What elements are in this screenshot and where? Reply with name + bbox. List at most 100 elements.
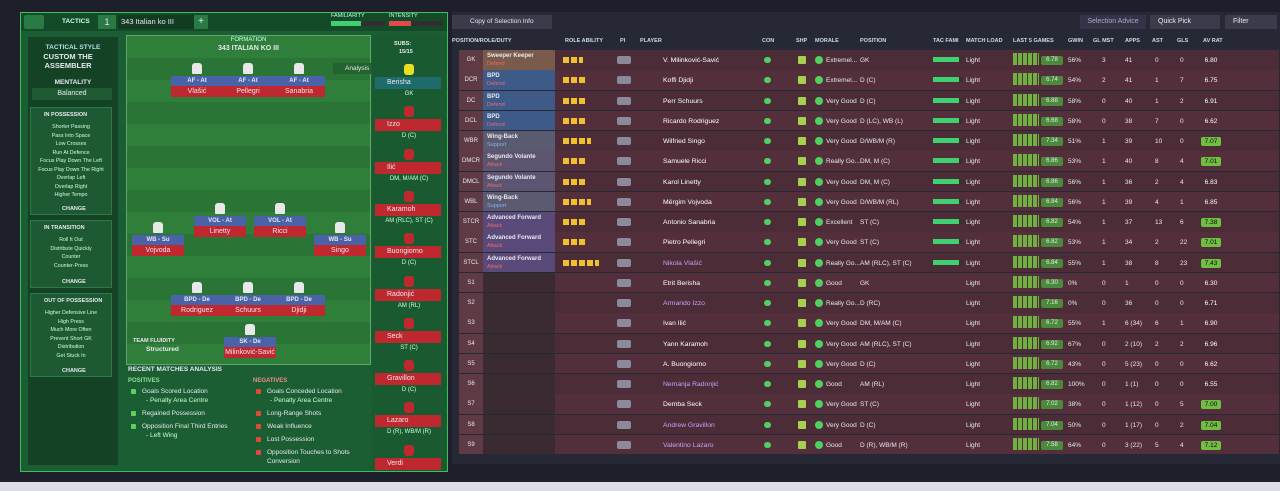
pi-icon [617,258,631,267]
section-item: Much More Often [50,327,92,333]
apps: 39 [1125,138,1133,145]
subs-count: 15/15 [399,49,413,55]
positive-text: Opposition Final Third Entries [142,423,228,430]
player-name: Djidji [273,305,325,316]
section-item: Run At Defence [52,149,90,156]
match-load: Light [966,117,981,125]
condition-icon [764,198,771,205]
section-item: Prevent Short GK [50,335,92,342]
match-load: Light [966,138,981,145]
pi-icon [617,96,631,105]
clean-sheets: 1 [1102,158,1106,166]
positive-text: Regained Possession [142,410,205,417]
position-cell [459,90,483,110]
negative-icon [256,437,261,442]
form-badge: 6.82 [1041,380,1063,389]
player-role: VOL - At [194,216,246,226]
position-code: S1 [467,279,475,286]
player-name: Wilfried Singo [663,138,705,145]
role-duty: Defend [487,121,505,128]
negative-icon [256,411,261,416]
rating-badge: 7.07 [1201,137,1221,146]
tac-fami-bar [933,77,963,83]
player-name: Vojvoda [132,245,184,256]
tac-fami-bar [933,57,963,62]
section-box [30,293,112,377]
morale-icon [815,137,823,145]
role-name: Segundo Volante [487,154,536,161]
rating-badge: 6.90 [1204,320,1218,328]
column-header: MATCH LOAD [966,38,1003,44]
sharpness-icon [798,440,806,449]
apps: 40 [1125,97,1133,105]
apps: 36 [1125,178,1133,186]
section-item: Get Stuck In [56,352,86,359]
position-cell [459,191,483,212]
tac-fami-bar [933,97,963,103]
role-duty: Attack [487,243,503,250]
player-position: DM, M (C) [860,158,890,166]
clean-sheets: 1 [1102,259,1106,267]
player-shirt [294,282,304,293]
player-name: Ivan Ilić [663,320,687,328]
morale-icon [815,319,823,328]
table-row [459,70,1279,90]
player-name: Antonio Sanabria [663,219,716,226]
player-name: Sanabria [273,86,325,97]
tac-fami-bar [933,239,963,245]
form-badge: 7.16 [1041,299,1063,308]
position-code: S8 [467,421,475,428]
apps: 41 [1125,57,1133,64]
role-name: Advanced Forward [487,255,542,262]
assists: 1 [1155,77,1159,85]
negative-text: Lost Possession [267,436,315,443]
last-games [1013,336,1039,349]
goal-win: 64% [1068,441,1082,449]
form-badge: 6.88 [1041,96,1063,106]
goals: 6 [1180,219,1184,226]
column-header: SHP [796,38,808,44]
role-name: Sweeper Keeper [487,53,534,59]
player-role: SK - De [224,337,276,347]
negative-text: Long-Range Shots [267,410,322,417]
goal-win: 100% [1068,381,1085,388]
player-name: Etrit Berisha [663,279,701,287]
player-position: DM, M (C) [860,178,890,186]
assists: 0 [1155,57,1159,64]
match-load: Light [966,401,981,409]
form-badge: 6.86 [1041,177,1063,187]
role-cell [483,171,555,191]
apps: 1 (12) [1125,401,1142,409]
role-cell [483,252,555,272]
match-load: Light [966,421,981,429]
match-load: Light [966,381,981,388]
apps: 41 [1125,77,1133,85]
pi-icon [617,420,631,429]
condition-icon [764,138,771,144]
apps: 34 [1125,239,1133,247]
pi-icon [617,440,631,449]
player-position: D/WB/M (R) [860,138,896,145]
column-header: LAST 5 GAMES [1013,38,1054,44]
assists: 0 [1155,300,1159,307]
player-position: D (C) [860,360,876,368]
clean-sheets: 0 [1102,300,1106,307]
assists: 0 [1155,360,1159,368]
player-shirt [215,203,225,214]
morale-icon [815,238,823,247]
position-code: STCL [463,259,479,266]
positive-detail: - Left Wing [146,432,178,439]
apps: 5 (23) [1125,360,1142,368]
goals: 2 [1180,97,1184,105]
role-duty: Defend [487,101,505,108]
position-cell [459,434,483,455]
player-shirt [275,203,285,214]
sub-position: D (C) [401,260,417,267]
player-name: Yann Karamoh [663,340,708,348]
player-name: V. Milinković-Savić [663,57,720,64]
column-header: POSITION [860,38,887,44]
sub-name: Berisha [375,77,441,89]
section-item: Roll It Out [59,237,83,243]
form-badge: 6.72 [1041,359,1063,369]
section-item: Pass Into Space [51,132,91,139]
